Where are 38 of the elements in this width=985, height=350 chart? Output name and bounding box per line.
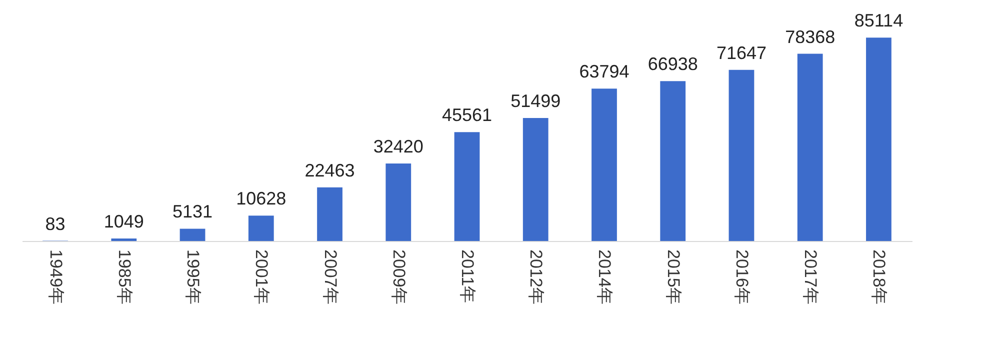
data-label: 66938	[648, 54, 698, 74]
data-label: 1049	[104, 211, 144, 232]
data-label: 85114	[854, 10, 904, 31]
bar	[660, 81, 686, 241]
x-tick-label: 2009年	[389, 250, 408, 304]
x-tick-label: 2001年	[252, 250, 272, 304]
bar	[454, 132, 480, 241]
bar	[592, 88, 617, 241]
x-tick-label: 1995年	[184, 250, 203, 304]
x-tick-label: 1949年	[46, 250, 66, 304]
data-label: 63794	[579, 62, 630, 82]
x-tick-label: 2007年	[320, 250, 340, 304]
data-label: 32420	[373, 136, 424, 157]
x-tick-label: 2016年	[732, 250, 752, 304]
data-label: 51499	[510, 90, 561, 111]
x-tick-label: 2012年	[526, 250, 546, 304]
x-tick-label: 2014年	[595, 250, 614, 304]
data-label: 71647	[716, 42, 767, 63]
bar	[728, 70, 754, 241]
bar	[317, 187, 342, 241]
data-label: 78368	[785, 26, 836, 47]
x-tick-label: 2017年	[801, 250, 820, 304]
x-tick-label: 1985年	[114, 250, 134, 304]
bar	[866, 38, 892, 241]
bar	[180, 228, 206, 241]
bar	[386, 164, 412, 241]
bar	[111, 238, 137, 241]
bar	[797, 54, 823, 241]
x-tick-label: 2011年	[458, 250, 477, 304]
data-label: 10628	[236, 188, 286, 209]
data-label: 45561	[442, 105, 492, 126]
data-label: 5131	[172, 202, 213, 222]
x-tick-label: 2018年	[870, 250, 889, 304]
bar	[522, 118, 548, 241]
data-label: 22463	[304, 160, 355, 180]
bar	[248, 216, 274, 241]
data-label: 83	[45, 214, 66, 234]
x-tick-label: 2015年	[664, 250, 683, 304]
